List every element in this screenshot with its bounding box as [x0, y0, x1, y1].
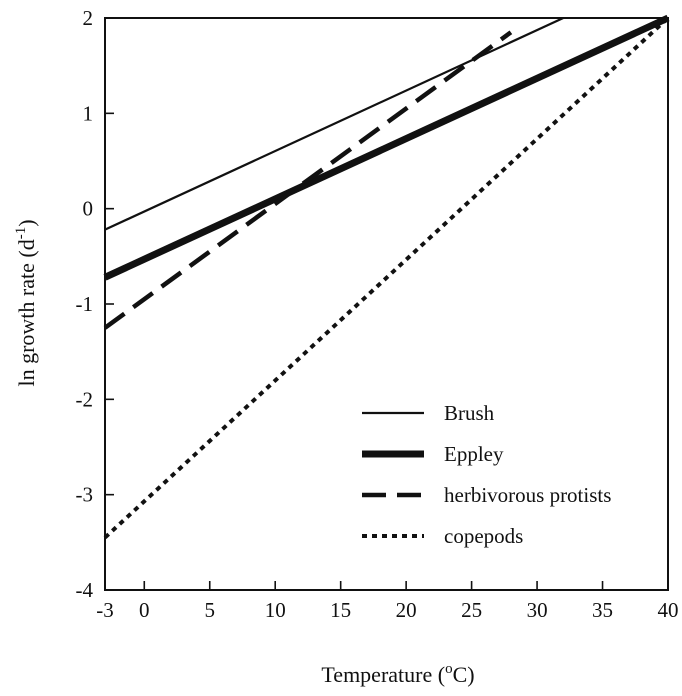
x-tick-label: 0 [139, 598, 150, 622]
series-line-brush [104, 17, 564, 231]
y-tick-label: 0 [83, 197, 94, 221]
y-tick-label: 1 [83, 101, 94, 125]
series-line-copepods [103, 16, 670, 540]
x-tick-label: 35 [592, 598, 613, 622]
legend: Brush Eppley herbivorous protists copepods [362, 401, 611, 548]
series-lines [103, 14, 670, 540]
y-tick-label: -2 [76, 387, 94, 411]
x-tick-label: 5 [204, 598, 215, 622]
legend-label: Brush [444, 401, 495, 425]
legend-label: copepods [444, 524, 523, 548]
legend-label: herbivorous protists [444, 483, 611, 507]
x-tick-label: -3 [96, 598, 114, 622]
y-tick-label: -4 [76, 578, 94, 602]
x-tick-label: 10 [265, 598, 286, 622]
y-tick-label: -3 [76, 483, 94, 507]
series-line-eppley [103, 14, 670, 281]
series-line-herbivorous-protists [103, 30, 513, 330]
y-axis-label-sup: -1 [13, 227, 29, 240]
x-tick-label: 40 [658, 598, 679, 622]
x-axis-label-sup: o [445, 661, 453, 677]
x-tick-label: 25 [461, 598, 482, 622]
y-tick-label: -1 [76, 292, 94, 316]
x-axis-label-tail: C) [453, 662, 475, 687]
y-axis-label: ln growth rate (d-1) [13, 219, 39, 386]
y-axis-label-tail: ) [14, 219, 39, 226]
axes [104, 17, 669, 591]
x-axis-label-main: Temperature ( [321, 662, 445, 687]
y-axis-label-main: ln growth rate (d [14, 239, 39, 386]
y-tick-label: 2 [83, 6, 94, 30]
x-tick-label: 15 [330, 598, 351, 622]
x-axis-label: Temperature (oC) [321, 661, 474, 687]
x-tick-label: 30 [527, 598, 548, 622]
legend-label: Eppley [444, 442, 504, 466]
x-tick-label: 20 [396, 598, 417, 622]
